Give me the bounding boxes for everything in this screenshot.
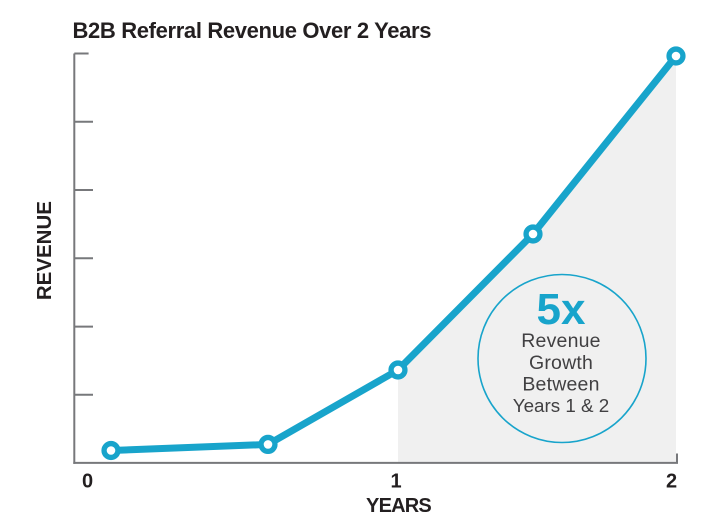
svg-text:REVENUE: REVENUE <box>33 201 56 300</box>
svg-text:0: 0 <box>82 470 93 492</box>
svg-text:Growth: Growth <box>529 352 593 374</box>
svg-text:1: 1 <box>390 470 401 492</box>
svg-text:Between: Between <box>522 374 599 396</box>
svg-text:Years 1 & 2: Years 1 & 2 <box>513 395 609 416</box>
svg-text:2: 2 <box>666 470 677 492</box>
svg-text:YEARS: YEARS <box>366 495 431 517</box>
svg-text:Revenue: Revenue <box>521 330 600 352</box>
svg-text:B2B Referral Revenue Over 2 Ye: B2B Referral Revenue Over 2 Years <box>73 18 432 43</box>
svg-text:5x: 5x <box>537 285 586 334</box>
